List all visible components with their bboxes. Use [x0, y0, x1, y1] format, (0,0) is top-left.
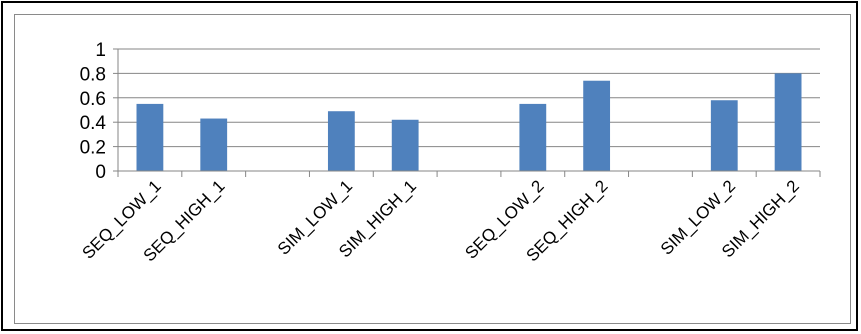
bar-seq-high-1 — [200, 118, 228, 171]
y-tick-labels: 0 0.2 0.4 0.6 0.8 1 — [80, 40, 107, 183]
bar-sim-low-2 — [710, 100, 738, 171]
bars — [136, 73, 802, 171]
bar-seq-high-2 — [583, 80, 611, 171]
y-tick-label: 0 — [95, 162, 106, 183]
bar-sim-high-2 — [774, 73, 802, 171]
y-tick-label: 0.4 — [80, 113, 107, 134]
bar-sim-low-1 — [327, 111, 355, 171]
chart-area — [14, 14, 851, 324]
bar-seq-low-1 — [136, 103, 164, 171]
gridlines — [118, 48, 820, 148]
y-tick-label: 0.8 — [80, 64, 106, 85]
y-tick-label: 0.6 — [80, 89, 106, 110]
y-tick-label: 1 — [95, 40, 106, 61]
axes — [113, 48, 821, 177]
bar-seq-low-2 — [519, 103, 547, 171]
y-tick-label: 0.2 — [80, 138, 106, 159]
bar-sim-high-1 — [391, 119, 419, 171]
